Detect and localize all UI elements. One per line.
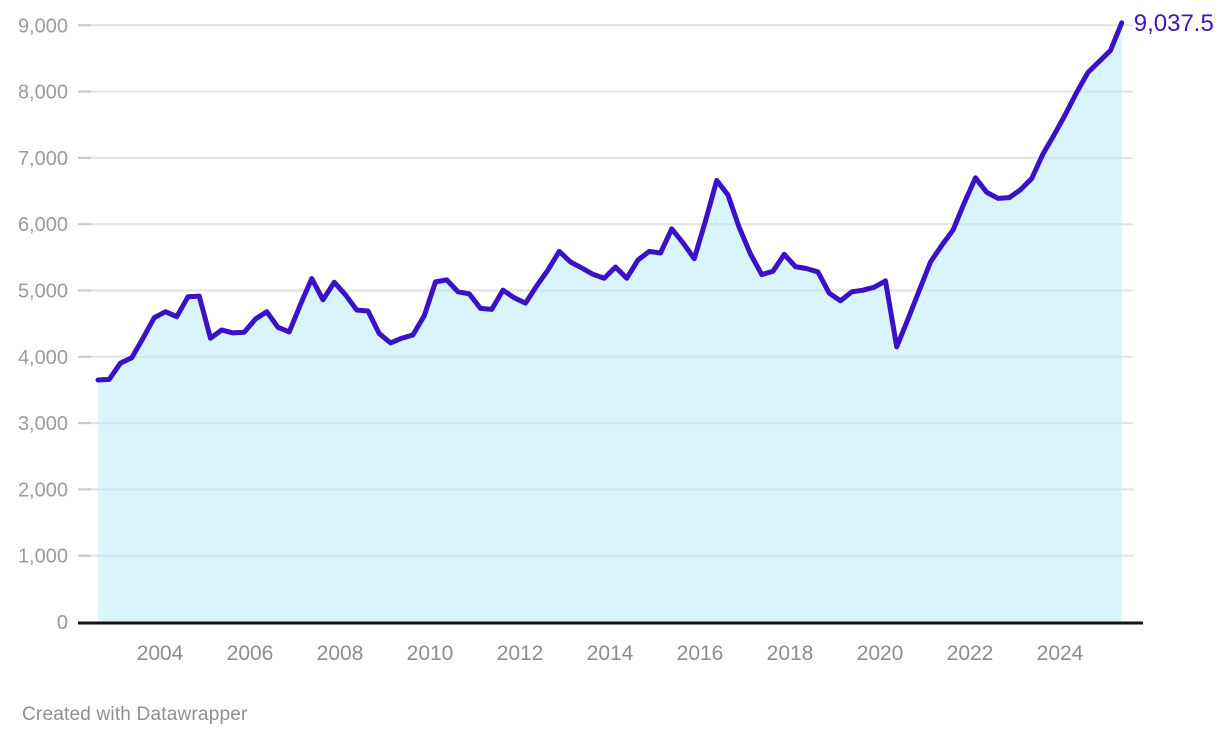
x-axis-tick-label: 2016	[677, 642, 724, 665]
y-axis-tick-label: 5,000	[18, 281, 68, 303]
x-axis-tick-label: 2010	[407, 642, 454, 665]
x-axis-tick-label: 2020	[857, 642, 904, 665]
y-axis-tick-label: 1,000	[18, 546, 68, 568]
y-axis-tick-label: 4,000	[18, 347, 68, 369]
y-axis-tick-label: 2,000	[18, 479, 68, 501]
y-axis-tick-label: 6,000	[18, 214, 68, 236]
y-axis-tick-label: 7,000	[18, 148, 68, 170]
x-axis-tick-label: 2008	[317, 642, 364, 665]
area-chart-svg: 0 1,000 2,000 3,000 4,000 5,000 6,000 7,000 8,00…	[18, 10, 1214, 665]
y-axis-tick-label: 9,000	[18, 15, 68, 37]
x-axis-tick-label: 2018	[767, 642, 814, 665]
x-axis-tick-label: 2024	[1037, 642, 1084, 665]
datawrapper-attribution: Created with Datawrapper	[22, 704, 248, 725]
y-axis-tick-label: 3,000	[18, 413, 68, 435]
last-value-label: 9,037.5	[1134, 10, 1214, 37]
y-axis-tick-label: 0	[57, 612, 68, 634]
chart-container: 0 1,000 2,000 3,000 4,000 5,000 6,000 7,000 8,00…	[18, 10, 1214, 665]
x-axis-tick-label: 2004	[137, 642, 184, 665]
series-area-fill	[97, 22, 1122, 623]
x-axis-tick-label: 2012	[497, 642, 544, 665]
series-line	[95, 20, 1125, 383]
x-axis-tick-label: 2014	[587, 642, 634, 665]
x-axis-tick-label: 2006	[227, 642, 274, 665]
y-axis-tick-label: 8,000	[18, 82, 68, 104]
x-axis-tick-label: 2022	[947, 642, 994, 665]
